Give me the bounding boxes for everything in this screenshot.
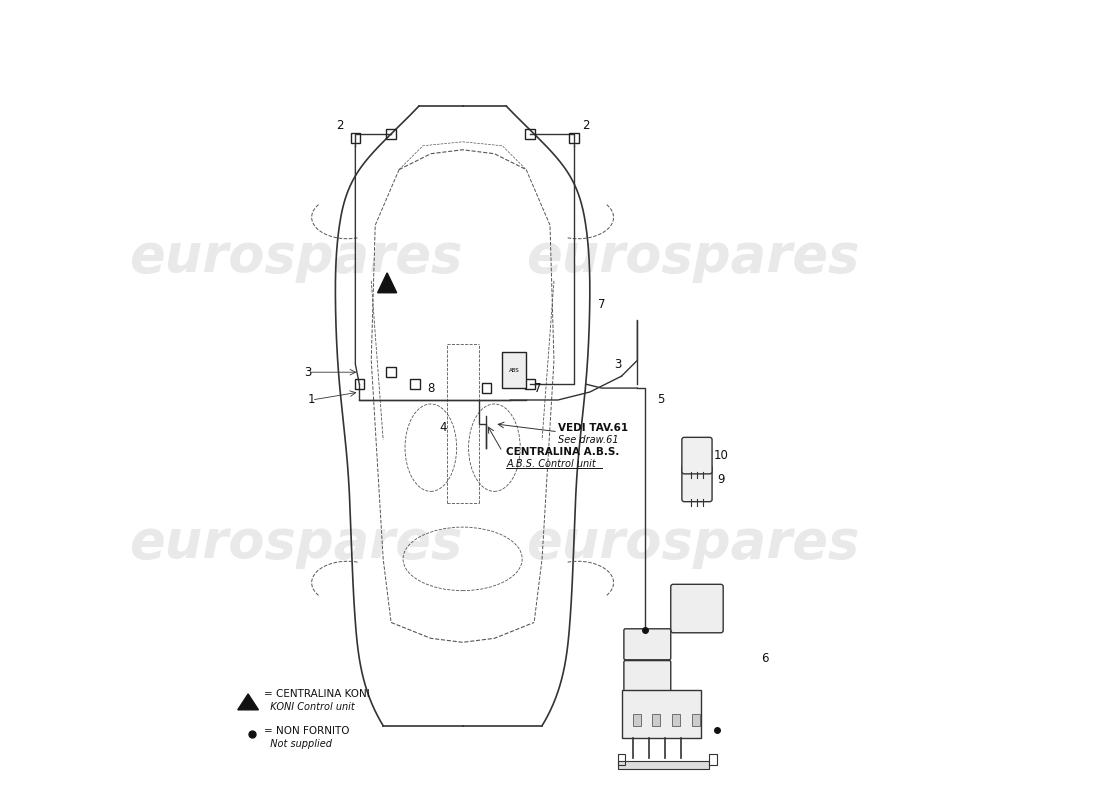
Bar: [526, 129, 535, 138]
FancyBboxPatch shape: [682, 438, 712, 474]
Bar: [617, 754, 626, 766]
Bar: [354, 379, 364, 389]
Bar: [410, 379, 420, 389]
FancyBboxPatch shape: [624, 661, 671, 691]
Text: KONI Control unit: KONI Control unit: [264, 702, 355, 713]
Text: A.B.S. Control unit: A.B.S. Control unit: [506, 458, 596, 469]
Text: Not supplied: Not supplied: [264, 739, 332, 749]
Bar: [526, 379, 535, 389]
Text: eurospares: eurospares: [526, 517, 860, 569]
Text: 3: 3: [614, 358, 622, 370]
FancyBboxPatch shape: [621, 690, 701, 738]
Text: 3: 3: [304, 366, 311, 378]
Text: eurospares: eurospares: [129, 231, 462, 283]
FancyBboxPatch shape: [624, 629, 671, 660]
FancyBboxPatch shape: [682, 465, 712, 502]
Text: 10: 10: [714, 449, 728, 462]
Text: = NON FORNITO: = NON FORNITO: [264, 726, 350, 736]
Text: 8: 8: [427, 382, 434, 394]
Text: 7: 7: [535, 382, 542, 394]
Bar: [482, 383, 492, 393]
Text: eurospares: eurospares: [129, 517, 462, 569]
Text: 7: 7: [598, 298, 605, 311]
Text: 4: 4: [439, 422, 447, 434]
Bar: [672, 714, 680, 726]
FancyBboxPatch shape: [503, 352, 526, 388]
Polygon shape: [377, 273, 397, 293]
Text: CENTRALINA A.B.S.: CENTRALINA A.B.S.: [506, 446, 619, 457]
Text: = CENTRALINA KONI: = CENTRALINA KONI: [264, 689, 370, 699]
FancyBboxPatch shape: [671, 584, 723, 633]
Bar: [652, 714, 660, 726]
FancyBboxPatch shape: [624, 692, 671, 723]
Text: VEDI TAV.61: VEDI TAV.61: [558, 423, 628, 433]
Text: 5: 5: [658, 394, 664, 406]
Text: ABS: ABS: [509, 368, 519, 373]
Bar: [351, 133, 360, 142]
Text: 2: 2: [582, 119, 590, 133]
Bar: [692, 714, 701, 726]
Bar: [386, 129, 396, 138]
Text: See draw.61: See draw.61: [558, 434, 618, 445]
Bar: [632, 714, 640, 726]
Bar: [569, 133, 579, 142]
Text: 2: 2: [336, 119, 343, 133]
Text: 6: 6: [761, 652, 768, 665]
Text: 1: 1: [308, 394, 316, 406]
Bar: [617, 762, 708, 770]
Polygon shape: [238, 694, 258, 710]
Bar: [386, 367, 396, 377]
Text: eurospares: eurospares: [526, 231, 860, 283]
Text: 9: 9: [717, 473, 725, 486]
Bar: [708, 754, 717, 766]
